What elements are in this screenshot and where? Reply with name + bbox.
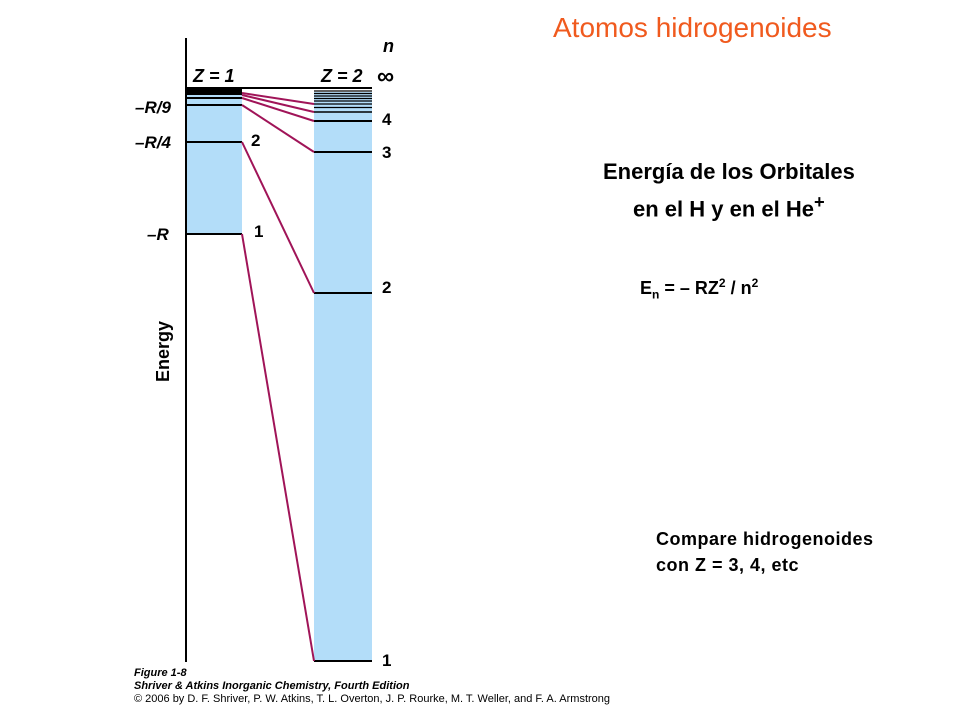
- connector-n1: [241, 233, 315, 662]
- energy-formula: En = – RZ2 / n2: [640, 276, 840, 302]
- heading-line-1: Energía de los Orbitales: [603, 159, 855, 184]
- z1-label-n1: 1: [254, 222, 263, 241]
- slide-title: Atomos hidrogenoides: [553, 12, 832, 43]
- figure-number: Figure 1-8: [134, 667, 187, 679]
- label-r4: –R/4: [135, 133, 171, 152]
- connector-n5: [241, 92, 315, 105]
- z1-label: Z = 1: [192, 66, 235, 86]
- copyright-line: © 2006 by D. F. Shriver, P. W. Atkins, T…: [134, 693, 611, 705]
- figure-caption: Figure 1-8 Shriver & Atkins Inorganic Ch…: [134, 667, 611, 706]
- z1-levels: [186, 89, 242, 235]
- energy-axis-label: Energy: [153, 321, 173, 382]
- formula-mid: = – RZ: [659, 278, 719, 298]
- formula-slash: / n: [725, 278, 752, 298]
- z2-label-n3: 3: [382, 143, 391, 162]
- z2-column: [314, 92, 372, 662]
- book-title: Shriver & Atkins Inorganic Chemistry, Fo…: [134, 680, 410, 692]
- z1-level-dense: [186, 89, 242, 95]
- z2-levels: [314, 90, 372, 662]
- formula-z-sup: 2: [718, 276, 726, 290]
- formula-e-sub: n: [652, 287, 660, 302]
- compare-line-1: Compare hidrogenoides: [656, 529, 874, 549]
- label-r9: –R/9: [135, 98, 171, 117]
- connector-n4: [241, 94, 315, 113]
- formula-e: E: [640, 278, 653, 298]
- compare-note: Compare hidrogenoides con Z = 3, 4, etc: [656, 526, 946, 578]
- z1-column: [186, 92, 242, 234]
- connector-n2: [241, 141, 315, 294]
- z2-label-n2: 2: [382, 278, 391, 297]
- heading-superscript: +: [813, 191, 825, 212]
- formula-n-sup: 2: [751, 276, 759, 290]
- z2-label-n1: 1: [382, 651, 391, 670]
- orbital-energy-heading: Energía de los Orbitales en el H y en el…: [603, 157, 933, 224]
- level-connectors: [241, 92, 315, 662]
- heading-line-2-text: en el H y en el He: [633, 196, 814, 222]
- z2-label: Z = 2: [320, 66, 363, 86]
- connector-n3: [241, 97, 315, 122]
- label-r: –R: [147, 225, 169, 244]
- z1-label-n2: 2: [251, 131, 260, 150]
- z2-label-n4: 4: [382, 110, 392, 129]
- compare-line-2: con Z = 3, 4, etc: [656, 555, 800, 575]
- heading-line-2: en el H y en el He+: [603, 187, 933, 224]
- connector-n2b: [241, 104, 315, 153]
- n-label: n: [383, 36, 394, 56]
- infinity-label: ∞: [377, 63, 394, 90]
